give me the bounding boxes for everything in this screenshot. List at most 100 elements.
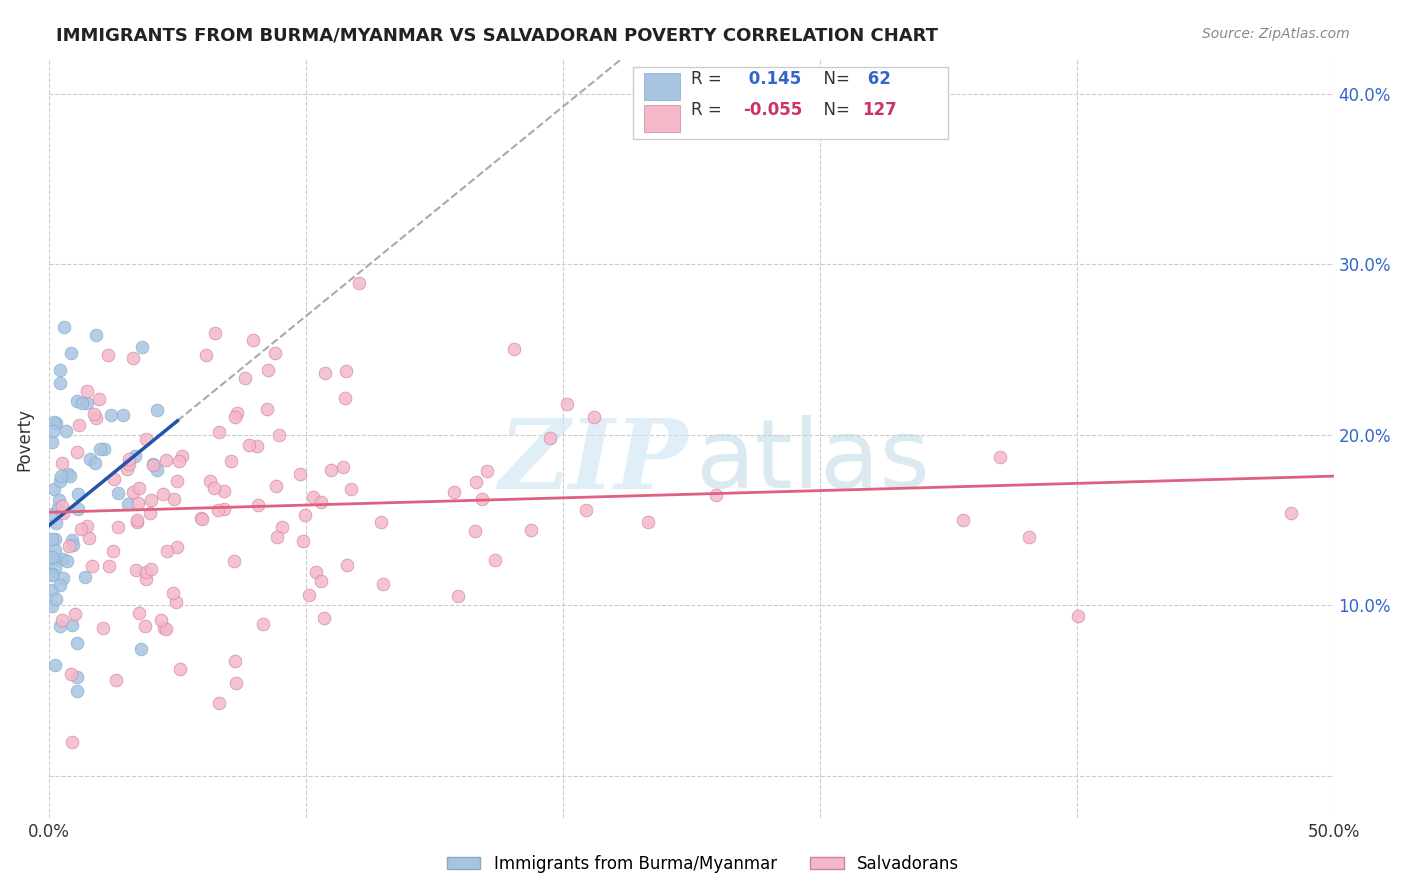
- Point: [141, 493, 163, 508]
- Point: [166, 540, 188, 554]
- Point: [76, 384, 98, 398]
- Text: atlas: atlas: [695, 416, 931, 508]
- Point: [59, 468, 82, 483]
- Point: [48, 493, 70, 508]
- Point: [49, 363, 72, 377]
- Point: [238, 438, 260, 452]
- Point: [66, 683, 89, 698]
- Point: [288, 467, 311, 481]
- Point: [464, 524, 486, 538]
- Point: [225, 676, 247, 690]
- Point: [135, 572, 157, 586]
- Point: [45, 416, 67, 430]
- Point: [56, 553, 79, 567]
- Point: [41, 599, 63, 613]
- Point: [60, 618, 83, 632]
- Point: [63, 607, 86, 622]
- Text: 62: 62: [862, 70, 891, 87]
- Text: N=: N=: [813, 102, 855, 120]
- Point: [204, 326, 226, 341]
- Point: [44, 552, 66, 566]
- Point: [340, 482, 363, 496]
- Point: [1018, 530, 1040, 544]
- Text: N=: N=: [813, 70, 855, 87]
- Point: [257, 362, 280, 376]
- Point: [41, 434, 63, 449]
- Point: [82, 559, 104, 574]
- Point: [97, 559, 120, 574]
- Point: [124, 564, 146, 578]
- Point: [66, 393, 89, 408]
- Point: [252, 617, 274, 632]
- Point: [503, 342, 526, 356]
- Point: [169, 662, 191, 676]
- Point: [87, 392, 110, 406]
- Point: [336, 558, 359, 573]
- Point: [150, 613, 173, 627]
- Point: [41, 507, 63, 521]
- Point: [58, 539, 80, 553]
- Point: [49, 468, 72, 483]
- Point: [51, 613, 73, 627]
- Point: [48, 474, 70, 488]
- Point: [163, 491, 186, 506]
- Point: [264, 346, 287, 360]
- Point: [146, 463, 169, 477]
- Point: [76, 519, 98, 533]
- Point: [41, 566, 63, 581]
- Point: [575, 502, 598, 516]
- Point: [48, 376, 70, 390]
- Point: [45, 516, 67, 531]
- Point: [70, 522, 93, 536]
- Point: [42, 415, 65, 429]
- Point: [115, 462, 138, 476]
- Point: [155, 622, 177, 636]
- Point: [103, 472, 125, 486]
- Point: [41, 568, 63, 582]
- Point: [446, 589, 468, 603]
- Point: [55, 424, 77, 438]
- Point: [246, 498, 269, 512]
- Point: [104, 673, 127, 687]
- Point: [145, 403, 167, 417]
- Point: [207, 502, 229, 516]
- Point: [321, 463, 343, 477]
- Point: [89, 442, 111, 457]
- Point: [371, 577, 394, 591]
- Point: [335, 392, 357, 406]
- Point: [60, 533, 83, 547]
- Point: [66, 445, 89, 459]
- Point: [67, 418, 90, 433]
- Point: [153, 621, 176, 635]
- Point: [60, 735, 83, 749]
- Point: [347, 277, 370, 291]
- Point: [332, 459, 354, 474]
- Point: [125, 513, 148, 527]
- Point: [190, 512, 212, 526]
- Point: [128, 481, 150, 495]
- Point: [49, 578, 72, 592]
- Point: [107, 486, 129, 500]
- Point: [44, 532, 66, 546]
- Point: [52, 552, 75, 566]
- Point: [53, 319, 76, 334]
- Point: [135, 565, 157, 579]
- Point: [131, 340, 153, 354]
- Point: [302, 490, 325, 504]
- Point: [134, 619, 156, 633]
- Point: [84, 410, 107, 425]
- Point: [129, 641, 152, 656]
- Point: [45, 592, 67, 607]
- Point: [309, 495, 332, 509]
- Point: [142, 458, 165, 473]
- FancyBboxPatch shape: [634, 67, 948, 139]
- Point: [139, 506, 162, 520]
- Point: [93, 442, 115, 456]
- Text: R =: R =: [692, 102, 727, 120]
- Point: [312, 610, 335, 624]
- Point: [172, 450, 194, 464]
- Point: [484, 553, 506, 567]
- Point: [79, 451, 101, 466]
- Point: [111, 409, 134, 423]
- Point: [66, 486, 89, 500]
